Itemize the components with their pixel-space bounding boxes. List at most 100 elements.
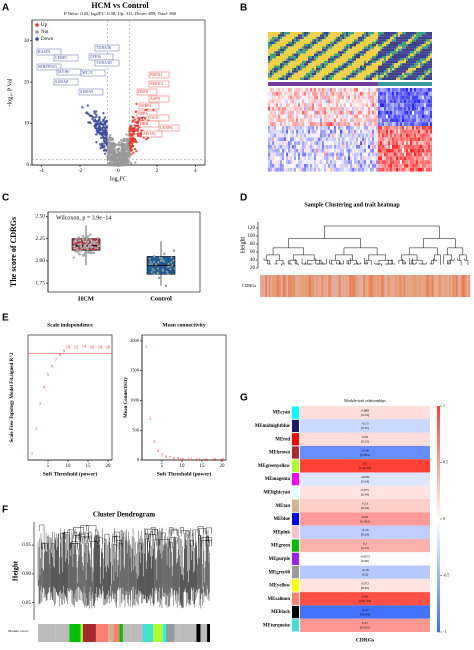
density-cell <box>386 51 388 54</box>
density-cell <box>348 65 350 68</box>
chart-title: HCM vs Control <box>91 1 149 10</box>
heatmap-cell <box>312 114 314 119</box>
heatmap-cell <box>426 126 428 130</box>
density-cell <box>342 46 344 49</box>
heatmap-cell <box>346 99 348 104</box>
heatmap-cell <box>402 103 404 107</box>
density-cell <box>288 39 290 42</box>
density-cell <box>338 51 340 54</box>
heatmap-cell <box>288 103 290 107</box>
heatmap-cell <box>274 91 276 96</box>
heatmap-cell <box>304 95 306 100</box>
heatmap-cell <box>294 145 296 149</box>
heatmap-cell <box>406 145 408 149</box>
density-cell <box>294 32 296 35</box>
heatmap-cell <box>272 160 274 164</box>
heatmap-cell <box>300 95 302 100</box>
heatmap-cell <box>274 122 276 126</box>
heatmap-cell <box>286 156 288 161</box>
heatmap-cell <box>310 114 312 119</box>
gene-label: FRZB <box>138 89 148 94</box>
heatmap-cell <box>420 126 422 130</box>
heatmap-cell <box>362 118 364 123</box>
heatmap-cell <box>376 133 378 138</box>
density-cell <box>362 48 364 52</box>
density-cell <box>378 68 380 71</box>
density-cell <box>384 46 386 49</box>
heatmap-cell <box>382 148 384 153</box>
density-cell <box>422 53 424 56</box>
heatmap-cell <box>272 107 274 111</box>
heatmap-cell <box>300 122 302 126</box>
density-cell <box>350 70 352 73</box>
point <box>109 154 112 157</box>
heatmap-cell <box>270 114 272 119</box>
module-color-cell <box>160 624 164 642</box>
density-cell <box>398 72 400 76</box>
density-cell <box>332 44 334 47</box>
density-cell <box>342 70 344 73</box>
density-cell <box>402 56 404 59</box>
density-cell <box>358 68 360 71</box>
density-cell <box>382 65 384 68</box>
density-cell <box>316 44 318 47</box>
heatmap-cell <box>372 103 374 107</box>
density-cell <box>368 72 370 76</box>
jitter-point <box>172 259 175 262</box>
density-cell <box>422 72 424 76</box>
density-cell <box>282 34 284 37</box>
density-cell <box>338 34 340 37</box>
heatmap-cell <box>404 160 406 164</box>
heatmap-cell <box>384 129 386 134</box>
density-cell <box>324 48 326 52</box>
density-cell <box>400 58 402 61</box>
heatmap-cell <box>322 91 324 96</box>
density-cell <box>374 53 376 56</box>
trait-cell <box>407 275 409 297</box>
density-cell <box>420 34 422 37</box>
heatmap-cell <box>302 99 304 104</box>
heatmap-cell <box>396 99 398 104</box>
density-cell <box>420 51 422 54</box>
heatmap-cell <box>428 107 430 111</box>
heatmap-cell <box>420 164 422 168</box>
density-cell <box>280 39 282 42</box>
density-cell <box>316 32 318 35</box>
heatmap-cell <box>372 145 374 149</box>
jitter-point <box>85 236 89 239</box>
trait-cell <box>466 275 469 297</box>
density-cell <box>302 72 304 76</box>
heatmap-cell <box>396 95 398 100</box>
heatmap-cell <box>410 114 412 119</box>
heatmap-cell <box>338 114 340 119</box>
density-cell <box>272 63 274 66</box>
density-cell <box>374 68 376 71</box>
density-cell <box>324 41 326 44</box>
density-cell <box>270 56 272 59</box>
density-cell <box>414 72 416 76</box>
module-color-cell <box>207 624 210 642</box>
point <box>129 134 133 138</box>
density-cell <box>358 44 360 47</box>
heatmap-cell <box>274 110 276 115</box>
density-cell <box>408 32 410 35</box>
density-cell <box>296 51 298 54</box>
density-cell <box>322 46 324 49</box>
gene-label: APOA1 <box>143 131 156 136</box>
density-cell <box>338 70 340 73</box>
heatmap-cell <box>276 156 278 161</box>
trait-cell <box>337 275 339 297</box>
heatmap-cell <box>302 88 304 92</box>
density-cell <box>268 39 270 42</box>
density-cell <box>318 60 320 64</box>
colorbar-cell <box>437 605 440 610</box>
density-cell <box>330 32 332 35</box>
heatmap-cell <box>292 95 294 100</box>
cell-p: (0.052) <box>360 626 370 630</box>
density-cell <box>368 44 370 47</box>
heatmap-cell <box>424 141 426 145</box>
point <box>107 154 110 157</box>
correlation-cell <box>300 605 430 619</box>
heatmap-cell <box>316 110 318 115</box>
density-cell <box>310 36 312 40</box>
